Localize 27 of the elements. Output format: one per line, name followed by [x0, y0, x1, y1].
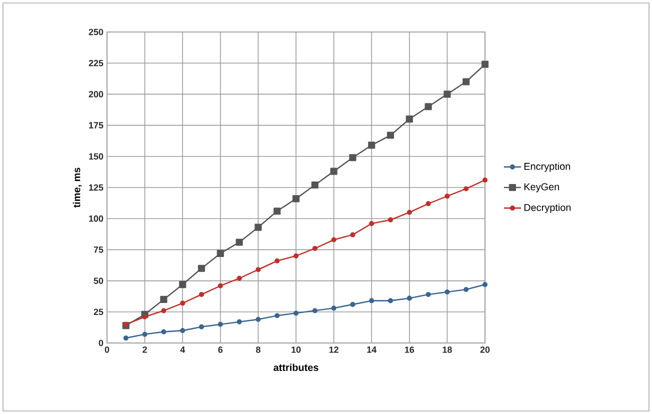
legend-label: Decryption — [524, 204, 571, 213]
x-tick-label: 16 — [404, 346, 414, 353]
x-tick-label: 4 — [180, 346, 186, 353]
y-tick-label: 200 — [88, 91, 104, 98]
y-tick-label: 100 — [89, 215, 104, 222]
legend-label: Encryption — [524, 162, 570, 172]
x-tick-label: 2 — [142, 346, 147, 353]
x-tick-label: 20 — [480, 346, 490, 353]
legend-label: KeyGen — [524, 183, 559, 192]
x-tick-label: 18 — [442, 346, 452, 353]
x-axis-title: attributes — [274, 364, 318, 372]
y-tick-label: 175 — [89, 122, 104, 128]
x-tick-label: 14 — [367, 346, 377, 353]
x-tick-label: 10 — [292, 346, 301, 353]
y-tick-label: 50 — [94, 278, 104, 284]
y-tick-label: 25 — [94, 308, 104, 316]
x-tick-label: 0 — [104, 346, 110, 353]
y-tick-label: 225 — [88, 60, 104, 66]
y-tick-label: 0 — [98, 340, 104, 346]
x-tick-label: 12 — [329, 346, 338, 353]
y-tick-label: 250 — [88, 28, 104, 36]
x-tick-label: 8 — [256, 346, 260, 353]
y-tick-label: 75 — [94, 246, 104, 253]
x-tick-label: 6 — [218, 346, 223, 353]
y-axis-title: time, ms — [72, 168, 82, 208]
y-tick-label: 125 — [89, 184, 104, 191]
y-tick-label: 150 — [89, 153, 104, 160]
